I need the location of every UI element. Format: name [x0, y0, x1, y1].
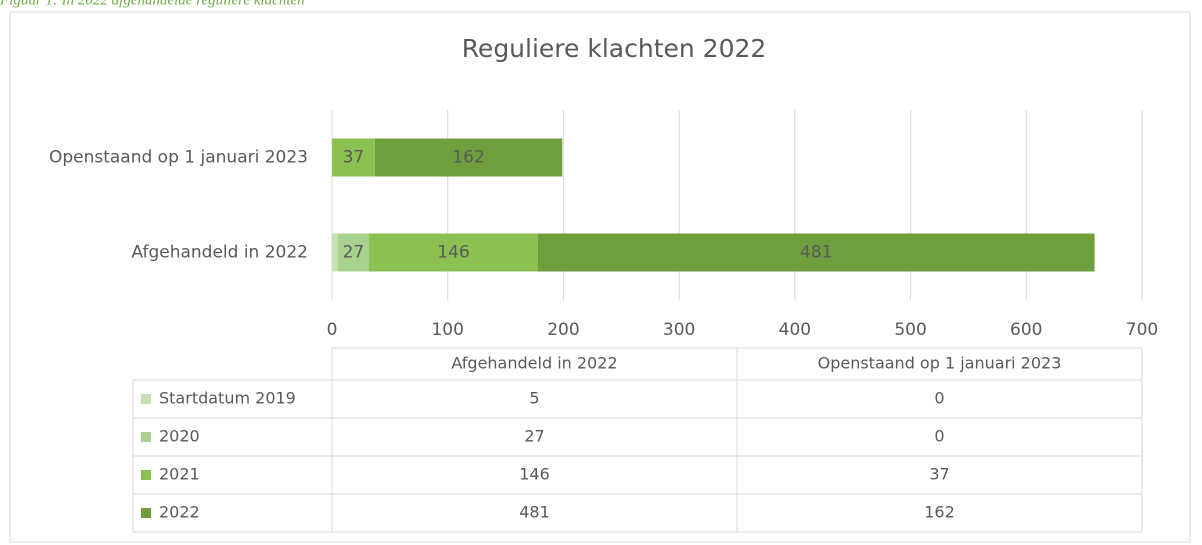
table-cell: 27 [524, 427, 544, 446]
bar-segment [337, 233, 370, 272]
table-cell: 5 [529, 389, 539, 408]
table-header: Afgehandeld in 2022 [451, 354, 617, 373]
category-label: Afgehandeld in 2022 [131, 243, 308, 263]
legend-label: 2021 [159, 465, 200, 484]
data-label: 146 [437, 243, 469, 263]
caption: Figuur 1: In 2022 afgehandelde reguliere… [0, 0, 305, 8]
x-tick-label: 400 [779, 320, 811, 340]
x-tick-label: 0 [327, 320, 338, 340]
table-header: Openstaand op 1 januari 2023 [818, 354, 1062, 373]
legend-label: 2020 [159, 427, 200, 446]
data-label: 481 [800, 243, 832, 263]
chart-frame [9, 11, 1191, 543]
table-cell: 146 [519, 465, 550, 484]
legend-swatch [141, 470, 151, 480]
table-cell: 162 [924, 503, 955, 522]
legend-swatch [141, 432, 151, 442]
x-tick-label: 600 [1010, 320, 1042, 340]
bar-segment [332, 138, 375, 177]
bar-segment [537, 233, 1095, 272]
bar-segment [369, 233, 538, 272]
x-tick-label: 200 [547, 320, 579, 340]
x-tick-label: 700 [1126, 320, 1158, 340]
table-cell: 481 [519, 503, 550, 522]
data-label: 162 [452, 148, 484, 168]
table-cell: 37 [929, 465, 949, 484]
data-label: 27 [343, 243, 365, 263]
table-cell: 0 [934, 389, 944, 408]
table-cell: 0 [934, 427, 944, 446]
legend-swatch [141, 508, 151, 518]
bar-segment [374, 138, 563, 177]
x-tick-label: 300 [663, 320, 695, 340]
legend-label: 2022 [159, 503, 200, 522]
category-label: Openstaand op 1 januari 2023 [49, 148, 308, 168]
legend-label: Startdatum 2019 [159, 389, 296, 408]
legend-swatch [141, 394, 151, 404]
data-label: 37 [343, 148, 365, 168]
x-tick-label: 100 [431, 320, 463, 340]
chart-title: Reguliere klachten 2022 [462, 34, 767, 63]
x-tick-label: 500 [894, 320, 926, 340]
bar-segment [332, 233, 338, 272]
